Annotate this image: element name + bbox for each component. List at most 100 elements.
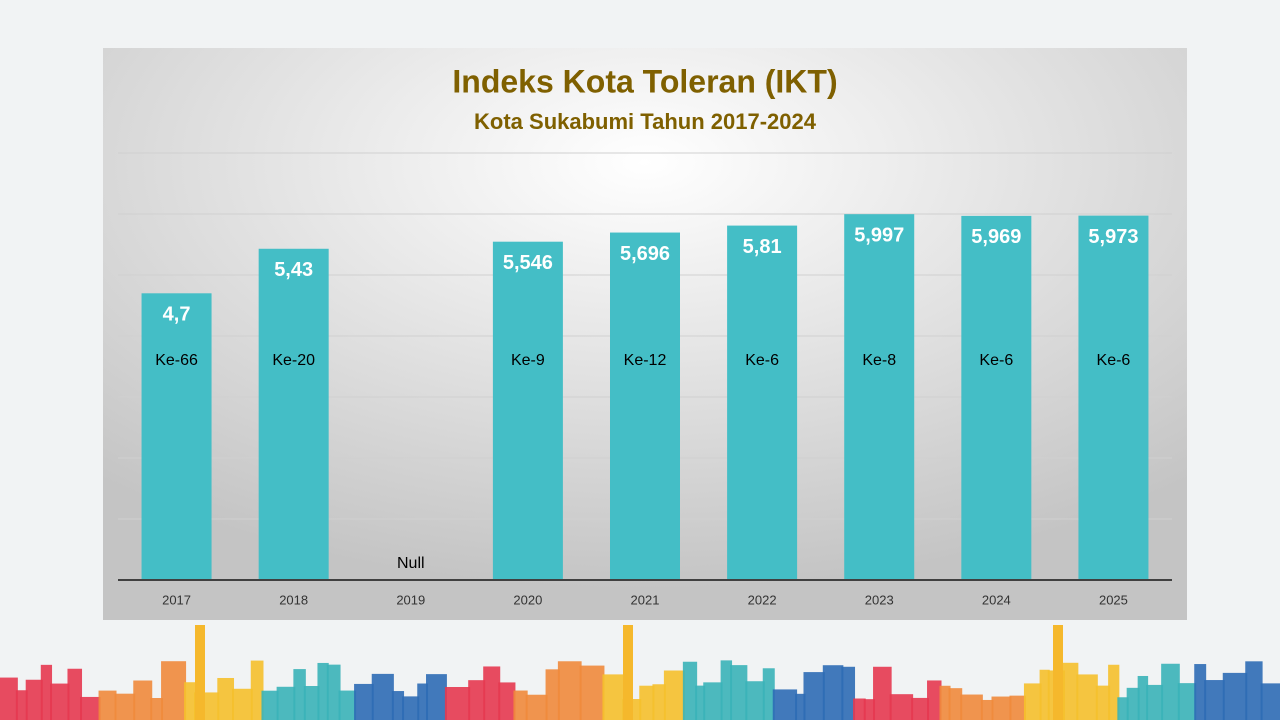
x-tick-label: 2021	[631, 592, 660, 607]
bar	[258, 248, 329, 580]
rank-label: Ke-6	[979, 352, 1013, 369]
skyline-building	[652, 684, 666, 720]
skyline-decoration	[0, 625, 1280, 720]
skyline-building	[354, 683, 374, 720]
skyline-building	[161, 661, 187, 720]
skyline-building	[703, 682, 723, 720]
skyline-building	[1177, 683, 1197, 720]
x-tick-label: 2019	[396, 592, 425, 607]
skyline-building	[40, 664, 53, 720]
skyline-building	[371, 673, 394, 720]
skyline-building	[114, 693, 136, 720]
value-label: 5,546	[503, 252, 553, 274]
skyline-building	[98, 690, 117, 720]
rank-label: Ke-9	[511, 352, 545, 369]
skyline-building	[720, 660, 733, 720]
bar	[141, 293, 212, 580]
skyline-building	[695, 685, 706, 720]
skyline-building	[762, 668, 775, 720]
skyline-building	[15, 690, 28, 720]
skyline-building	[184, 682, 197, 720]
skyline-building	[841, 666, 856, 720]
skyline-building	[444, 687, 471, 720]
skyline-building	[1062, 662, 1079, 720]
x-tick-label: 2024	[982, 592, 1011, 607]
x-tick-label: 2023	[865, 592, 894, 607]
value-label: 5,969	[971, 226, 1021, 248]
skyline-building	[682, 661, 698, 720]
skyline-building	[795, 693, 806, 720]
skyline-tower	[1053, 625, 1063, 720]
x-tick-label: 2018	[279, 592, 308, 607]
rank-label: Ke-6	[745, 352, 779, 369]
skyline-building	[853, 698, 866, 720]
value-label: 5,997	[854, 224, 904, 246]
skyline-building	[1076, 674, 1098, 720]
rank-label: Ke-20	[272, 352, 315, 369]
skyline-tower	[195, 625, 205, 720]
skyline-building	[50, 683, 70, 720]
skyline-building	[745, 681, 765, 720]
skyline-building	[276, 686, 296, 720]
skyline-building	[991, 696, 1012, 720]
skyline-building	[426, 674, 447, 720]
rank-label: Ke-66	[155, 352, 198, 369]
skyline-building	[1108, 664, 1120, 720]
rank-label: Ke-12	[624, 352, 667, 369]
skyline-building	[391, 691, 405, 720]
skyline-building	[1146, 684, 1164, 720]
skyline-building	[545, 669, 560, 720]
skyline-building	[402, 696, 420, 720]
skyline-building	[911, 697, 930, 720]
chart-subtitle: Kota Sukabumi Tahun 2017-2024	[474, 109, 817, 134]
skyline-building	[772, 689, 798, 720]
skyline-building	[639, 685, 655, 720]
skyline-building	[513, 690, 528, 720]
value-label: 5,43	[274, 259, 313, 281]
value-label: 4,7	[163, 304, 191, 326]
skyline-building	[293, 669, 306, 720]
chart-title: Indeks Kota Toleran (IKT)	[452, 63, 837, 99]
skyline-building	[250, 660, 264, 720]
bar	[610, 232, 680, 580]
skyline-building	[25, 679, 43, 720]
x-tick-label: 2025	[1099, 592, 1128, 607]
rank-label: Ke-6	[1097, 352, 1131, 369]
skyline-building	[948, 688, 963, 720]
x-tick-label: 2017	[162, 592, 191, 607]
skyline-building	[1260, 683, 1280, 720]
skyline-building	[317, 662, 329, 720]
skyline-building	[1137, 675, 1149, 720]
skyline-building	[1204, 680, 1225, 720]
skyline-building	[1117, 697, 1129, 720]
bar	[492, 241, 563, 580]
value-label: 5,973	[1088, 226, 1138, 248]
skyline-building	[579, 665, 605, 720]
skyline-building	[338, 690, 357, 720]
bar	[961, 215, 1032, 581]
skyline-building	[1095, 685, 1111, 720]
skyline-building	[326, 664, 341, 720]
skyline-building	[980, 699, 994, 720]
skyline-building	[873, 666, 892, 720]
skyline-building	[67, 668, 83, 720]
skyline-building	[803, 672, 825, 720]
skyline-building	[557, 661, 582, 720]
value-label: 5,81	[743, 236, 782, 258]
bar	[844, 214, 915, 581]
skyline-building	[483, 666, 501, 720]
skyline-building	[417, 683, 429, 720]
skyline-building	[1023, 683, 1042, 720]
skyline-building	[1009, 695, 1026, 720]
skyline-building	[468, 680, 486, 720]
value-label: 5,696	[620, 243, 670, 265]
skyline-building	[960, 694, 983, 720]
skyline-building	[217, 677, 235, 720]
x-tick-label: 2020	[513, 592, 542, 607]
skyline-building	[498, 682, 516, 720]
skyline-building	[232, 688, 253, 720]
skyline-building	[663, 670, 685, 720]
skyline-building	[602, 674, 625, 720]
